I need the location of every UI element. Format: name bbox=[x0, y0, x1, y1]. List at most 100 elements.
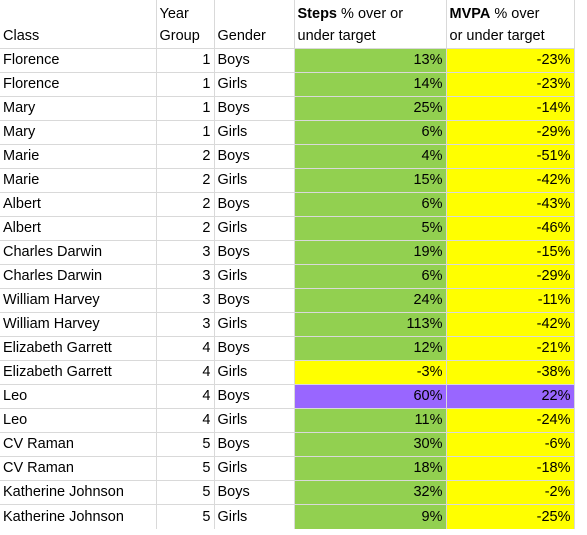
cell-mvpa[interactable]: -38% bbox=[446, 360, 575, 385]
cell-class[interactable]: Mary bbox=[0, 120, 157, 145]
cell-year-group[interactable]: 2 bbox=[156, 216, 215, 241]
cell-class[interactable]: CV Raman bbox=[0, 432, 157, 457]
cell-steps[interactable]: 32% bbox=[294, 480, 447, 505]
cell-mvpa[interactable]: -25% bbox=[446, 504, 575, 529]
cell-year-group[interactable]: 3 bbox=[156, 240, 215, 265]
cell-class[interactable]: Charles Darwin bbox=[0, 240, 157, 265]
cell-steps[interactable]: 25% bbox=[294, 96, 447, 121]
cell-gender[interactable]: Boys bbox=[214, 48, 295, 73]
cell-steps[interactable]: 113% bbox=[294, 312, 447, 337]
cell-class[interactable]: Katherine Johnson bbox=[0, 504, 157, 529]
cell-steps[interactable]: 15% bbox=[294, 168, 447, 193]
cell-year-group[interactable]: 4 bbox=[156, 408, 215, 433]
cell-steps[interactable]: 6% bbox=[294, 120, 447, 145]
cell-year-group[interactable]: 1 bbox=[156, 72, 215, 97]
cell-year-group[interactable]: 2 bbox=[156, 144, 215, 169]
cell-class[interactable]: Marie bbox=[0, 144, 157, 169]
cell-gender[interactable]: Boys bbox=[214, 288, 295, 313]
cell-steps[interactable]: 11% bbox=[294, 408, 447, 433]
cell-steps[interactable]: 5% bbox=[294, 216, 447, 241]
cell-year-group[interactable]: 4 bbox=[156, 336, 215, 361]
cell-mvpa[interactable]: -18% bbox=[446, 456, 575, 481]
cell-steps[interactable]: 6% bbox=[294, 264, 447, 289]
cell-class[interactable]: Albert bbox=[0, 216, 157, 241]
cell-gender[interactable]: Girls bbox=[214, 360, 295, 385]
cell-class[interactable]: Albert bbox=[0, 192, 157, 217]
cell-year-group[interactable]: 1 bbox=[156, 48, 215, 73]
cell-mvpa[interactable]: -2% bbox=[446, 480, 575, 505]
cell-class[interactable]: Charles Darwin bbox=[0, 264, 157, 289]
cell-steps[interactable]: -3% bbox=[294, 360, 447, 385]
cell-mvpa[interactable]: -42% bbox=[446, 312, 575, 337]
cell-gender[interactable]: Boys bbox=[214, 144, 295, 169]
cell-gender[interactable]: Girls bbox=[214, 264, 295, 289]
cell-mvpa[interactable]: -24% bbox=[446, 408, 575, 433]
cell-gender[interactable]: Girls bbox=[214, 168, 295, 193]
cell-mvpa[interactable]: -51% bbox=[446, 144, 575, 169]
cell-gender[interactable]: Girls bbox=[214, 408, 295, 433]
cell-class[interactable]: William Harvey bbox=[0, 312, 157, 337]
cell-mvpa[interactable]: -23% bbox=[446, 72, 575, 97]
header-class[interactable]: Class bbox=[0, 0, 157, 49]
cell-gender[interactable]: Girls bbox=[214, 312, 295, 337]
cell-steps[interactable]: 19% bbox=[294, 240, 447, 265]
header-steps[interactable]: Steps % over or under target bbox=[294, 0, 447, 49]
cell-class[interactable]: Leo bbox=[0, 408, 157, 433]
cell-gender[interactable]: Boys bbox=[214, 336, 295, 361]
cell-steps[interactable]: 60% bbox=[294, 384, 447, 409]
cell-year-group[interactable]: 1 bbox=[156, 96, 215, 121]
cell-steps[interactable]: 30% bbox=[294, 432, 447, 457]
cell-year-group[interactable]: 4 bbox=[156, 360, 215, 385]
cell-mvpa[interactable]: -14% bbox=[446, 96, 575, 121]
cell-gender[interactable]: Girls bbox=[214, 216, 295, 241]
cell-mvpa[interactable]: -23% bbox=[446, 48, 575, 73]
cell-gender[interactable]: Boys bbox=[214, 480, 295, 505]
cell-year-group[interactable]: 5 bbox=[156, 480, 215, 505]
cell-class[interactable]: Marie bbox=[0, 168, 157, 193]
cell-year-group[interactable]: 5 bbox=[156, 432, 215, 457]
cell-steps[interactable]: 12% bbox=[294, 336, 447, 361]
cell-class[interactable]: Elizabeth Garrett bbox=[0, 360, 157, 385]
cell-gender[interactable]: Girls bbox=[214, 120, 295, 145]
cell-mvpa[interactable]: -42% bbox=[446, 168, 575, 193]
cell-gender[interactable]: Boys bbox=[214, 240, 295, 265]
cell-class[interactable]: Katherine Johnson bbox=[0, 480, 157, 505]
cell-year-group[interactable]: 4 bbox=[156, 384, 215, 409]
cell-gender[interactable]: Boys bbox=[214, 432, 295, 457]
cell-steps[interactable]: 6% bbox=[294, 192, 447, 217]
cell-year-group[interactable]: 5 bbox=[156, 504, 215, 529]
cell-mvpa[interactable]: -29% bbox=[446, 120, 575, 145]
cell-year-group[interactable]: 3 bbox=[156, 288, 215, 313]
cell-mvpa[interactable]: -15% bbox=[446, 240, 575, 265]
header-gender[interactable]: Gender bbox=[214, 0, 295, 49]
cell-gender[interactable]: Girls bbox=[214, 456, 295, 481]
cell-class[interactable]: Florence bbox=[0, 72, 157, 97]
cell-gender[interactable]: Boys bbox=[214, 192, 295, 217]
cell-year-group[interactable]: 1 bbox=[156, 120, 215, 145]
cell-class[interactable]: Florence bbox=[0, 48, 157, 73]
header-year-group[interactable]: Year Group bbox=[156, 0, 215, 49]
cell-mvpa[interactable]: -43% bbox=[446, 192, 575, 217]
cell-gender[interactable]: Boys bbox=[214, 96, 295, 121]
cell-year-group[interactable]: 2 bbox=[156, 192, 215, 217]
cell-class[interactable]: Leo bbox=[0, 384, 157, 409]
cell-mvpa[interactable]: -6% bbox=[446, 432, 575, 457]
cell-year-group[interactable]: 2 bbox=[156, 168, 215, 193]
cell-year-group[interactable]: 3 bbox=[156, 312, 215, 337]
cell-steps[interactable]: 9% bbox=[294, 504, 447, 529]
cell-steps[interactable]: 18% bbox=[294, 456, 447, 481]
cell-mvpa[interactable]: 22% bbox=[446, 384, 575, 409]
cell-mvpa[interactable]: -21% bbox=[446, 336, 575, 361]
cell-year-group[interactable]: 5 bbox=[156, 456, 215, 481]
cell-class[interactable]: Elizabeth Garrett bbox=[0, 336, 157, 361]
cell-mvpa[interactable]: -29% bbox=[446, 264, 575, 289]
cell-mvpa[interactable]: -11% bbox=[446, 288, 575, 313]
cell-gender[interactable]: Girls bbox=[214, 504, 295, 529]
cell-class[interactable]: William Harvey bbox=[0, 288, 157, 313]
header-mvpa[interactable]: MVPA % over or under target bbox=[446, 0, 575, 49]
cell-gender[interactable]: Boys bbox=[214, 384, 295, 409]
cell-gender[interactable]: Girls bbox=[214, 72, 295, 97]
cell-class[interactable]: CV Raman bbox=[0, 456, 157, 481]
cell-mvpa[interactable]: -46% bbox=[446, 216, 575, 241]
cell-steps[interactable]: 24% bbox=[294, 288, 447, 313]
